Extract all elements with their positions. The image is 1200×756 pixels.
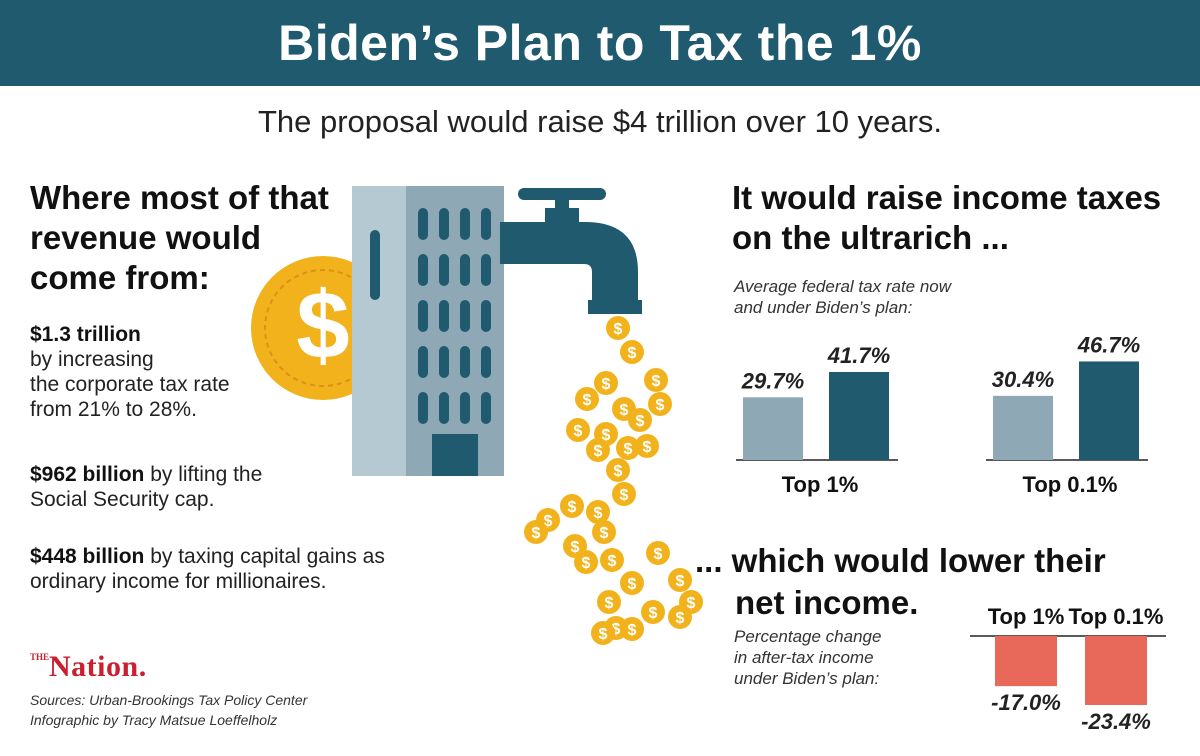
coin-icon: $ [524, 520, 548, 544]
svg-text:$: $ [568, 499, 577, 516]
svg-text:$: $ [643, 439, 652, 456]
svg-text:$: $ [628, 622, 637, 639]
coin-icon: $ [606, 458, 630, 482]
coin-icon: $ [566, 418, 590, 442]
svg-text:$: $ [656, 397, 665, 414]
svg-text:$: $ [652, 373, 661, 390]
author-text: Infographic by Tracy Matsue Loeffelholz [30, 712, 278, 728]
bar [743, 397, 803, 460]
net-income-heading: ... which would lower their net income. [695, 542, 1106, 621]
credits: Sources: Urban-Brookings Tax Policy Cent… [30, 690, 307, 730]
category-label: Top 1% [782, 472, 859, 497]
category-label: Top 1% [988, 604, 1065, 629]
coin-icon: $ [620, 617, 644, 641]
svg-text:$: $ [594, 443, 603, 460]
revenue-item-corporate: $1.3 trillion by increasing the corporat… [30, 323, 230, 421]
bar [995, 636, 1057, 687]
coin-icon: $ [586, 500, 610, 524]
svg-text:$: $ [687, 595, 696, 612]
coin-icon: $ [592, 520, 616, 544]
data-label: 41.7% [827, 343, 890, 368]
coin-icon: $ [612, 482, 636, 506]
coin-icon: $ [668, 605, 692, 629]
svg-text:$: $ [602, 376, 611, 393]
falling-coins: $$$ $$$ $$$ $$$$$$$$$$ $$$ $ $$$$$$$$$ $ [524, 316, 703, 645]
tax-rate-heading: It would raise income taxes on the ultra… [732, 179, 1162, 256]
page-title: Biden’s Plan to Tax the 1% [278, 15, 922, 71]
bar [1085, 636, 1147, 705]
svg-text:$: $ [620, 487, 629, 504]
svg-text:$: $ [599, 626, 608, 643]
net-income-note: Percentage change in after-tax income un… [734, 627, 882, 688]
svg-text:$: $ [649, 605, 658, 622]
title-banner: Biden’s Plan to Tax the 1% [0, 0, 1200, 86]
coin-icon: $ [641, 600, 665, 624]
coin-icon: $ [620, 340, 644, 364]
coin-icon: $ [586, 438, 610, 462]
coin-icon: $ [628, 408, 652, 432]
data-label: -17.0% [991, 690, 1061, 715]
svg-text:$: $ [624, 441, 633, 458]
data-label: 29.7% [741, 368, 804, 393]
coin-icon: $ [560, 494, 584, 518]
coin-icon: $ [635, 434, 659, 458]
svg-text:$: $ [676, 573, 685, 590]
revenue-item-social-security: $962 billion by lifting the Social Secur… [30, 463, 263, 511]
svg-text:$: $ [608, 553, 617, 570]
data-label: -23.4% [1081, 709, 1151, 734]
coin-icon: $ [646, 541, 670, 565]
svg-text:$: $ [532, 525, 541, 542]
coin-icon: $ [616, 436, 640, 460]
coin-icon: $ [600, 548, 624, 572]
page-subtitle: The proposal would raise $4 trillion ove… [257, 104, 943, 139]
svg-text:$: $ [600, 525, 609, 542]
coin-icon: $ [574, 550, 598, 574]
svg-text:$: $ [571, 539, 580, 556]
nation-logo: THENation. [30, 650, 147, 683]
svg-text:$: $ [614, 463, 623, 480]
data-label: 46.7% [1077, 332, 1140, 357]
bar [993, 395, 1053, 460]
coin-icon: $ [620, 571, 644, 595]
category-label: Top 0.1% [1023, 472, 1118, 497]
svg-text:$: $ [628, 345, 637, 362]
svg-text:$: $ [620, 402, 629, 419]
svg-text:$: $ [574, 423, 583, 440]
svg-text:$: $ [544, 513, 553, 530]
revenue-heading: Where most of that revenue would come fr… [30, 179, 329, 296]
bar [1079, 361, 1139, 460]
svg-text:$: $ [612, 621, 621, 638]
coin-icon: $ [606, 316, 630, 340]
svg-text:$: $ [594, 505, 603, 522]
svg-text:$: $ [602, 427, 611, 444]
svg-text:$: $ [605, 595, 614, 612]
coin-icon: $ [668, 568, 692, 592]
sources-text: Sources: Urban-Brookings Tax Policy Cent… [30, 692, 308, 708]
faucet-icon [500, 188, 642, 314]
coin-icon: $ [644, 368, 668, 392]
svg-text:$: $ [654, 546, 663, 563]
coin-symbol: $ [296, 272, 349, 379]
tax-rate-note: Average federal tax rate now and under B… [734, 277, 952, 317]
svg-text:$: $ [628, 576, 637, 593]
illustration: $ $$$ $$$ $$$ $$$$$$$$$$ $$$ $ $$$$$$$$$ $ [251, 186, 703, 645]
svg-text:$: $ [614, 321, 623, 338]
svg-text:$: $ [583, 392, 592, 409]
revenue-item-capital-gains: $448 billion by taxing capital gains as … [30, 545, 385, 593]
coin-icon: $ [597, 590, 621, 614]
bar [829, 372, 889, 460]
building-icon [352, 186, 504, 476]
coin-icon: $ [591, 621, 615, 645]
svg-text:$: $ [676, 610, 685, 627]
svg-text:$: $ [636, 413, 645, 430]
category-label: Top 0.1% [1069, 604, 1164, 629]
coin-icon: $ [648, 392, 672, 416]
coin-icon: $ [594, 371, 618, 395]
data-label: 30.4% [992, 367, 1054, 392]
svg-text:$: $ [582, 555, 591, 572]
coin-icon: $ [575, 387, 599, 411]
